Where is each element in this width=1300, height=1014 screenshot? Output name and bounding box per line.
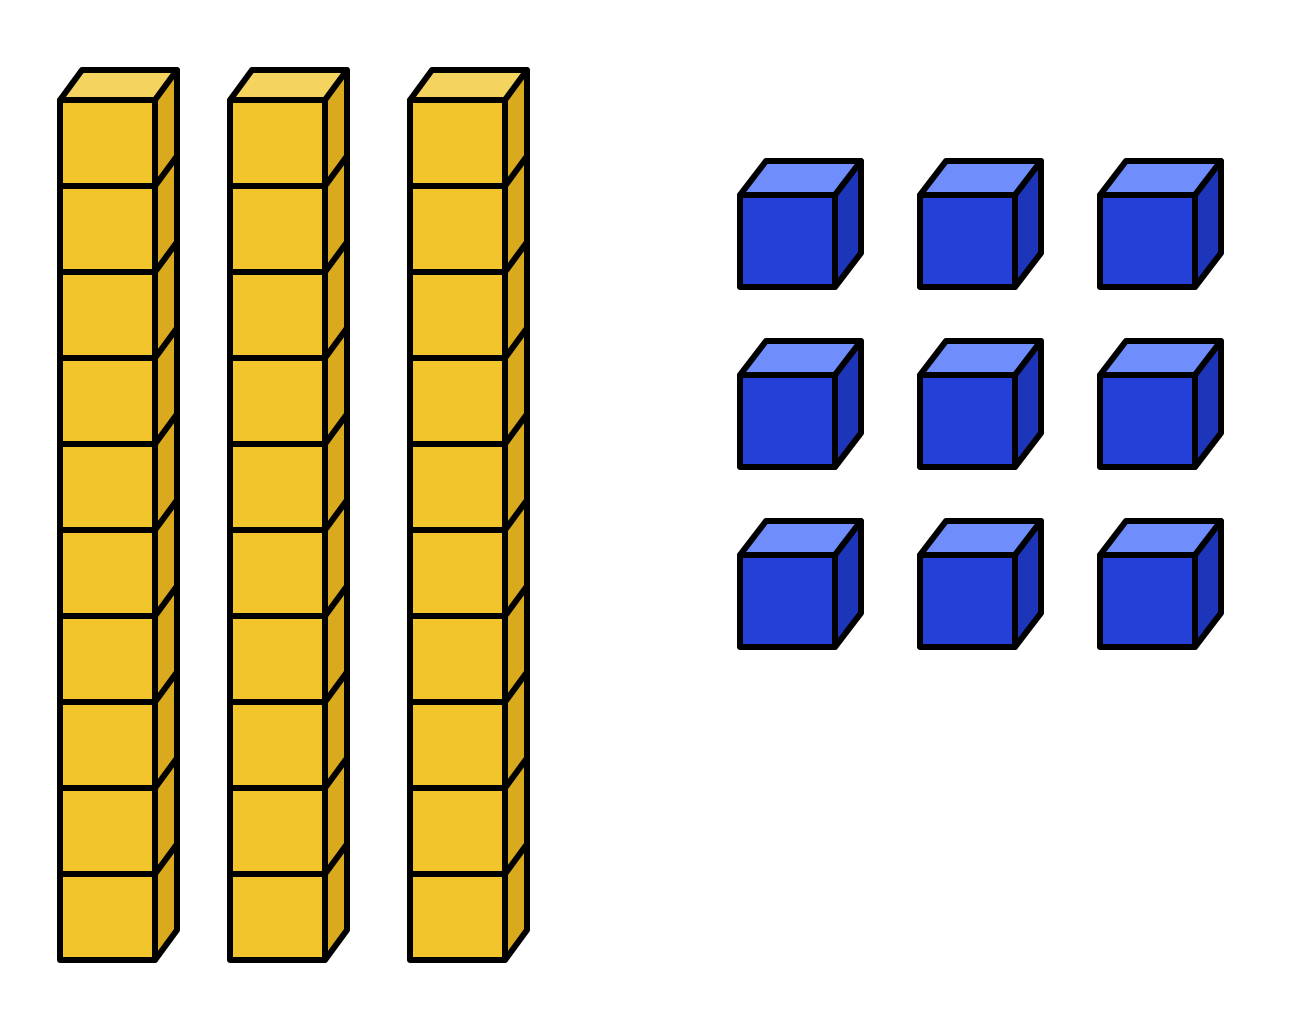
cube-front-face — [920, 195, 1015, 287]
cube-front-face — [920, 375, 1015, 467]
unit-cube — [1100, 341, 1221, 467]
tens-rod — [230, 70, 347, 960]
unit-cube — [920, 161, 1041, 287]
cube-front-face — [1100, 195, 1195, 287]
unit-cube — [740, 521, 861, 647]
tens-rod — [60, 70, 177, 960]
cube-front-face — [740, 375, 835, 467]
unit-cube — [1100, 161, 1221, 287]
cube-front-face — [740, 195, 835, 287]
cube-front-face — [740, 555, 835, 647]
cube-front-face — [1100, 555, 1195, 647]
unit-cube — [740, 341, 861, 467]
cube-front-face — [920, 555, 1015, 647]
unit-cube — [920, 521, 1041, 647]
base-ten-blocks-diagram — [0, 0, 1300, 1014]
unit-cube — [740, 161, 861, 287]
unit-cube — [1100, 521, 1221, 647]
tens-rod — [410, 70, 527, 960]
unit-cube — [920, 341, 1041, 467]
cube-front-face — [1100, 375, 1195, 467]
